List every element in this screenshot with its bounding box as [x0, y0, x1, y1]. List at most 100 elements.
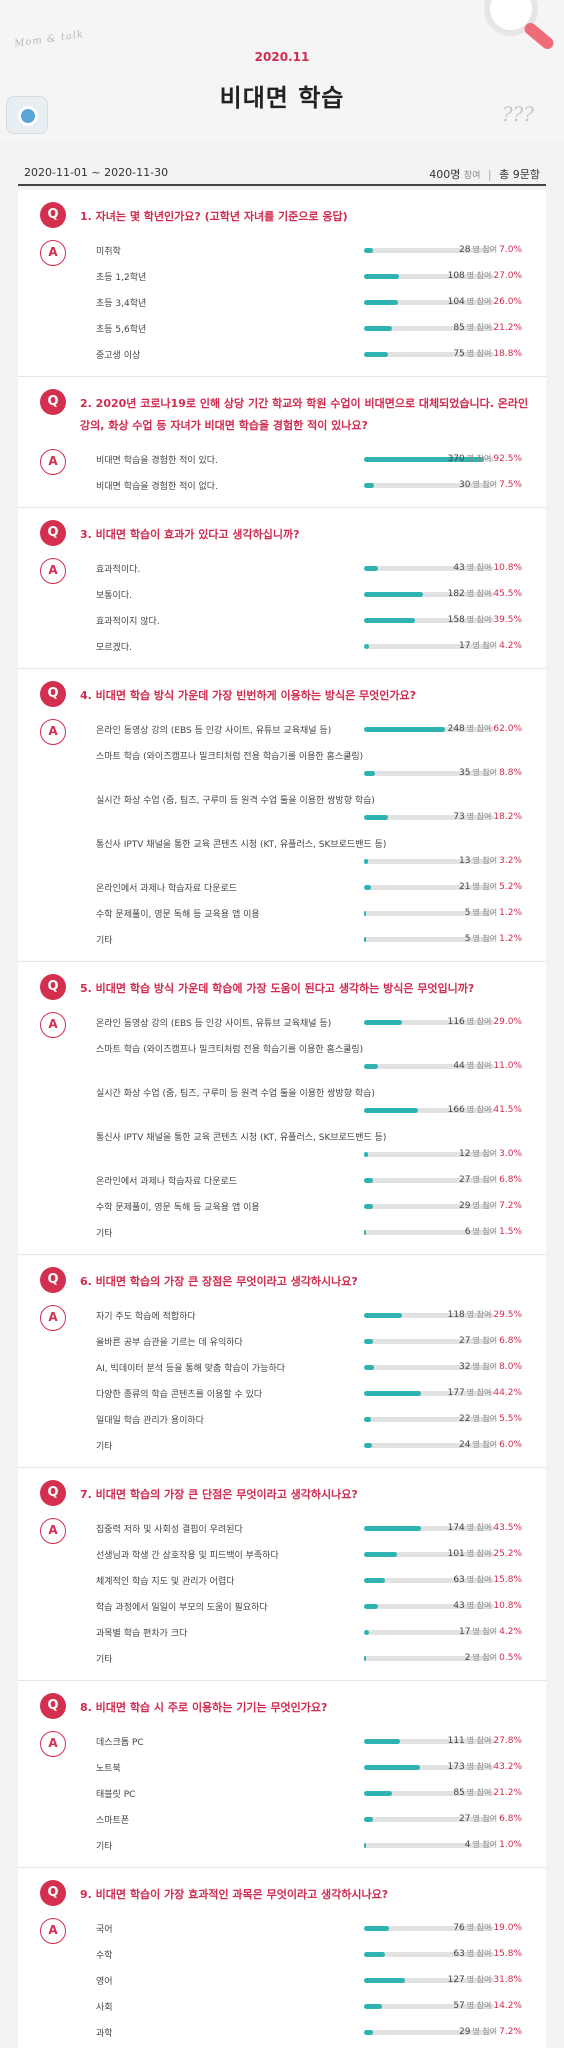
- survey-period: 2020-11-01 ~ 2020-11-30: [24, 166, 169, 179]
- result-bar: [364, 771, 494, 776]
- answer-row: 선생님과 학생 간 상호작용 및 피드백이 부족하다 101 명 참여 25.2%: [80, 1542, 546, 1568]
- response-percent: 43.2%: [493, 1762, 522, 1772]
- response-percent: 10.8%: [493, 563, 522, 573]
- response-percent: 4.2%: [499, 1627, 522, 1637]
- response-count: 27: [459, 1175, 471, 1185]
- question-block: Q 8. 비대면 학습 시 주로 이용하는 기기는 무엇인가요? A 데스크톱 PC 1…: [18, 1681, 546, 1868]
- response-unit: 명 참여: [472, 1201, 498, 1210]
- answer-group: A 효과적이다. 43 명 참여 10.8% 보통이다. 182 명 참여 45.5% 효과적이지…: [18, 556, 546, 660]
- question-text: 8. 비대면 학습 시 주로 이용하는 기기는 무엇인가요?: [80, 1701, 328, 1714]
- result-bar-fill: [364, 1978, 406, 1983]
- participant-unit: 참여: [463, 171, 481, 181]
- result-bar: [364, 300, 494, 305]
- answer-result: 166 명 참여 41.5%: [448, 1104, 522, 1115]
- answer-badge: A: [40, 1918, 66, 1944]
- question-badge: Q: [40, 202, 66, 228]
- answer-group: A 집중력 저하 및 사회성 결핍이 우려된다 174 명 참여 43.5% 선생님과 학…: [18, 1516, 546, 1672]
- response-unit: 명 참여: [466, 1949, 492, 1958]
- answer-label: 초등 5,6학년: [96, 325, 147, 335]
- result-bar: [364, 1313, 494, 1318]
- response-percent: 18.8%: [493, 349, 522, 359]
- response-count: 28: [459, 245, 471, 255]
- result-bar: [364, 1443, 494, 1448]
- result-bar-fill: [364, 1552, 397, 1557]
- response-unit: 명 참여: [472, 856, 498, 865]
- result-bar-fill: [364, 1204, 374, 1209]
- answer-row: 올바른 공부 습관을 기르는 데 유익하다 27 명 참여 6.8%: [80, 1329, 546, 1355]
- response-unit: 명 참여: [472, 1175, 498, 1184]
- answer-group: A 온라인 동영상 강의 (EBS 등 인강 사이트, 유튜브 교육채널 등) 24…: [18, 717, 546, 953]
- result-bar-fill: [364, 1791, 392, 1796]
- answer-result: 29 명 참여 7.2%: [459, 1200, 522, 1211]
- response-percent: 31.8%: [493, 1975, 522, 1985]
- answer-row: 영어 127 명 참여 31.8%: [80, 1968, 546, 1994]
- response-unit: 명 참여: [466, 1575, 492, 1584]
- answer-row: 일대일 학습 관리가 용이하다 22 명 참여 5.5%: [80, 1407, 546, 1433]
- result-bar-fill: [364, 1339, 373, 1344]
- result-bar: [364, 1926, 494, 1931]
- question-row: Q 9. 비대면 학습이 가장 효과적인 과목은 무엇이라고 생각하시나요?: [18, 1878, 546, 1916]
- result-bar-fill: [364, 937, 366, 942]
- response-count: 101: [447, 1549, 465, 1559]
- response-count: 63: [453, 1949, 465, 1959]
- answer-result: 43 명 참여 10.8%: [453, 1600, 522, 1611]
- response-unit: 명 참여: [466, 1762, 492, 1771]
- result-bar: [364, 1365, 494, 1370]
- answer-result: 63 명 참여 15.8%: [453, 1948, 522, 1959]
- response-count: 27: [459, 1814, 471, 1824]
- response-count: 127: [447, 1975, 465, 1985]
- question-text: 1. 자녀는 몇 학년인가요? (고학년 자녀를 기준으로 응답): [80, 210, 348, 223]
- answer-label: 데스크톱 PC: [96, 1738, 144, 1748]
- result-bar: [364, 326, 494, 331]
- result-bar: [364, 727, 494, 732]
- response-count: 6: [464, 1227, 471, 1237]
- response-unit: 명 참여: [466, 271, 492, 280]
- response-count: 63: [453, 1575, 465, 1585]
- answer-result: 29 명 참여 7.2%: [459, 2026, 522, 2037]
- question-text: 4. 비대면 학습 방식 가운데 가장 빈번하게 이용하는 방식은 무엇인가요?: [80, 689, 417, 702]
- result-bar: [364, 1578, 494, 1583]
- answer-group: A 데스크톱 PC 111 명 참여 27.8% 노트북 173 명 참여 43.2% 태블릿 P…: [18, 1729, 546, 1859]
- answer-group: A 미취학 28 명 참여 7.0% 초등 1,2학년 108 명 참여 27.0% 초등 3,4…: [18, 238, 546, 368]
- response-percent: 14.2%: [493, 2001, 522, 2011]
- question-badge: Q: [40, 974, 66, 1000]
- answer-result: 17 명 참여 4.2%: [459, 640, 522, 651]
- question-badge: Q: [40, 1693, 66, 1719]
- answer-row: 기타 6 명 참여 1.5%: [80, 1220, 546, 1246]
- response-percent: 7.2%: [499, 1201, 522, 1211]
- response-count: 158: [447, 615, 465, 625]
- result-bar-fill: [364, 274, 400, 279]
- response-unit: 명 참여: [466, 1975, 492, 1984]
- answer-badge: A: [40, 1518, 66, 1544]
- result-bar-fill: [364, 1152, 368, 1157]
- answer-row: 온라인 동영상 강의 (EBS 등 인강 사이트, 유튜브 교육채널 등) 248…: [80, 717, 546, 743]
- result-bar-fill: [364, 457, 485, 462]
- question-text: 6. 비대면 학습의 가장 큰 장점은 무엇이라고 생각하시나요?: [80, 1275, 358, 1288]
- response-count: 166: [447, 1105, 465, 1115]
- response-unit: 명 참여: [472, 1627, 498, 1636]
- answer-badge: A: [40, 1305, 66, 1331]
- response-unit: 명 참여: [466, 1549, 492, 1558]
- answer-row: 기타 24 명 참여 6.0%: [80, 1433, 546, 1459]
- result-bar: [364, 1230, 494, 1235]
- answer-result: 248 명 참여 62.0%: [448, 723, 522, 734]
- response-unit: 명 참여: [466, 615, 492, 624]
- answer-row: 기타 2 명 참여 0.5%: [80, 1646, 546, 1672]
- result-bar: [364, 2030, 494, 2035]
- answer-result: 76 명 참여 19.0%: [453, 1922, 522, 1933]
- answer-label: 태블릿 PC: [96, 1790, 136, 1800]
- response-percent: 7.0%: [499, 245, 522, 255]
- participant-count: 400명: [429, 168, 461, 181]
- response-unit: 명 참여: [472, 1653, 498, 1662]
- result-bar-fill: [364, 1604, 379, 1609]
- response-percent: 7.2%: [499, 2027, 522, 2037]
- response-unit: 명 참여: [472, 882, 498, 891]
- result-bar: [364, 1843, 494, 1848]
- answer-result: 158 명 참여 39.5%: [448, 614, 522, 625]
- result-bar: [364, 911, 494, 916]
- answer-badge: A: [40, 240, 66, 266]
- answer-result: 21 명 참여 5.2%: [459, 881, 522, 892]
- answer-row: 기타 4 명 참여 1.0%: [80, 1833, 546, 1859]
